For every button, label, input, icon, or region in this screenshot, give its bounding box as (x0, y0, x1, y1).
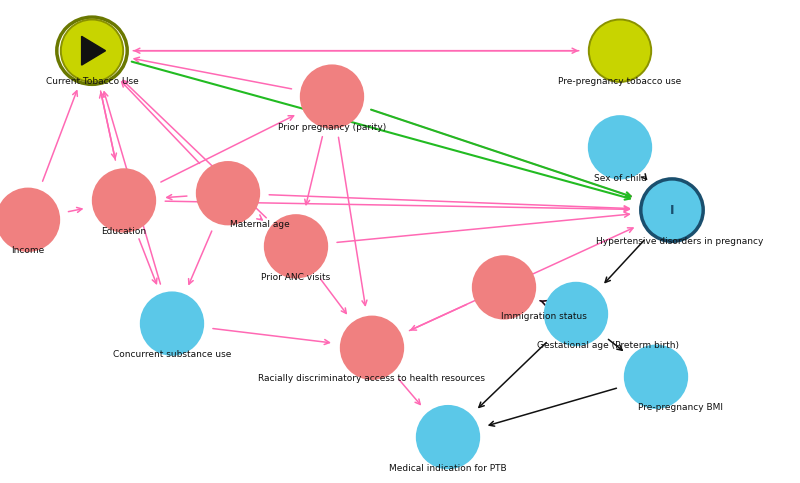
Text: Medical indication for PTB: Medical indication for PTB (389, 464, 507, 473)
Ellipse shape (589, 116, 651, 179)
Text: Pre-pregnancy tobacco use: Pre-pregnancy tobacco use (558, 77, 682, 86)
Ellipse shape (61, 19, 123, 82)
Text: Current Tobacco Use: Current Tobacco Use (46, 77, 138, 86)
Text: Income: Income (11, 246, 45, 256)
Ellipse shape (265, 215, 327, 278)
Text: Sex of child: Sex of child (594, 174, 646, 183)
Text: Maternal age: Maternal age (230, 220, 290, 229)
Ellipse shape (141, 292, 203, 355)
Polygon shape (82, 36, 106, 65)
Text: Pre-pregnancy BMI: Pre-pregnancy BMI (638, 403, 722, 412)
Ellipse shape (473, 256, 535, 319)
Text: Hypertensive disorders in pregnancy: Hypertensive disorders in pregnancy (596, 237, 764, 246)
Text: Prior ANC visits: Prior ANC visits (262, 273, 330, 282)
Ellipse shape (341, 316, 403, 379)
Ellipse shape (197, 162, 259, 225)
Text: Gestational age (Preterm birth): Gestational age (Preterm birth) (537, 341, 679, 350)
Ellipse shape (625, 345, 687, 408)
Ellipse shape (589, 19, 651, 82)
Ellipse shape (0, 188, 59, 251)
Ellipse shape (417, 406, 479, 469)
Text: I: I (670, 204, 674, 216)
Text: Immigration status: Immigration status (501, 312, 587, 321)
Text: Racially discriminatory access to health resources: Racially discriminatory access to health… (258, 374, 486, 384)
Ellipse shape (301, 65, 363, 128)
Ellipse shape (641, 179, 703, 242)
Text: Concurrent substance use: Concurrent substance use (113, 350, 231, 359)
Ellipse shape (93, 169, 155, 232)
Text: Prior pregnancy (parity): Prior pregnancy (parity) (278, 123, 386, 132)
Text: Education: Education (102, 227, 146, 236)
Ellipse shape (545, 283, 607, 345)
